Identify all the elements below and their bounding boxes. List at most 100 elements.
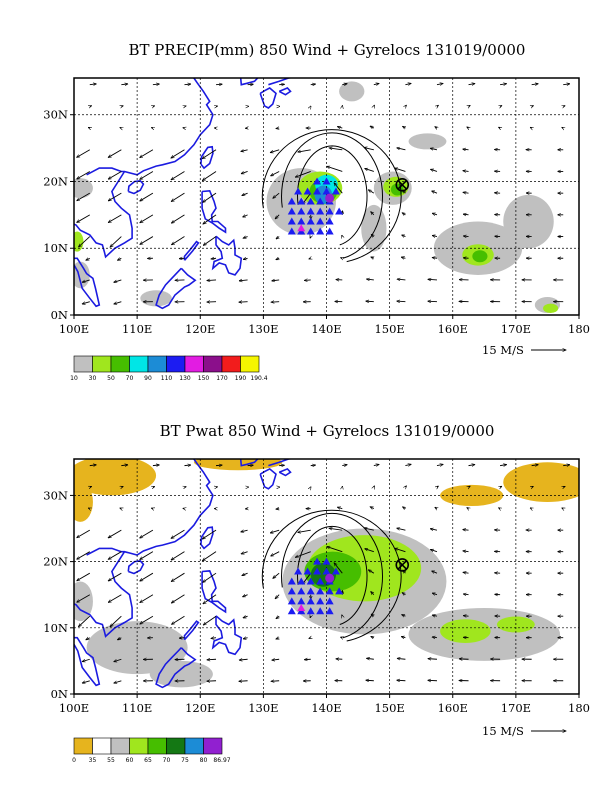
wind-vector [203,236,217,246]
gyre-triangle-marker [294,187,303,195]
wind-vector [374,105,375,106]
wind-vector [171,529,185,538]
coastline-segment [86,78,214,176]
coastline-segment [155,647,197,689]
panel-title-precip: BT PRECIP(mm) 850 Wind + Gyrelocs 131019… [129,41,526,59]
wind-vector [329,148,343,151]
wind-vector [500,106,502,107]
x-tick-label: 140E [311,701,341,715]
storm-center-cross [397,180,407,190]
wind-vector [140,214,154,223]
field-shade [503,462,579,503]
wind-vector [275,594,280,599]
wind-vector [239,280,248,281]
wind-vector [327,547,343,553]
coastline-segment [239,459,259,467]
wind-vector [77,149,91,158]
wind-vector [110,615,122,627]
wind-vector [77,551,91,560]
wind-vector [366,301,374,302]
reference-vector-label: 15 M/S [482,724,524,738]
wind-vector [402,213,405,215]
field-shade [149,660,213,688]
colorbar-label: 10 [70,375,78,382]
wind-vector [243,258,248,259]
wind-vector [140,149,154,158]
wind-vector [203,572,217,582]
wind-vector [370,126,375,128]
wind-vector [79,236,91,247]
coastline [74,78,295,310]
storm-center-marker [395,178,410,192]
gyre-triangle-marker [306,587,315,595]
colorbar-swatch [147,737,167,755]
gyre-markers [287,177,410,235]
colorbar-label: 65 [144,757,152,764]
wind-vector [562,127,563,128]
wind-vector [532,486,534,487]
coastline-segment [127,179,145,195]
panel-title-pwat: BT Pwat 850 Wind + Gyrelocs 131019/0000 [160,422,495,440]
wind-vector [532,106,534,107]
wind-vector [397,658,406,659]
reference-vector: 15 M/S [482,343,566,357]
panel-pwat: BT Pwat 850 Wind + Gyrelocs 131019/0000 … [43,422,590,764]
gyre-triangle-marker [331,567,340,575]
gyre-center-dot [325,193,335,203]
wind-vector [241,150,248,152]
wind-vector [242,572,248,575]
wind-vector [202,551,217,561]
wind-vector [337,507,343,508]
colorbar-label: 170 [216,375,228,382]
field-shade [440,619,491,644]
wind-vector [171,594,185,603]
wind-vector [371,212,375,216]
gyre-triangle-marker [287,587,296,595]
wind-vector [531,84,539,85]
circulation-streamlines [261,509,402,642]
coastline-segment [259,467,277,490]
wind-vector [463,572,469,573]
gyre-triangle-marker [325,207,334,215]
colorbar-label: 90 [144,375,152,382]
wind-vector [310,616,311,618]
wind-vector [500,84,506,85]
coastline-segment [74,257,101,308]
gyre-triangle-marker [325,607,334,615]
wind-vector [432,235,438,236]
wind-vector [463,530,469,531]
wind-vector [436,83,443,84]
wind-vector [373,83,379,84]
wind-vector [402,235,406,237]
colorbar-label: 55 [107,757,115,764]
wind-vector [114,658,122,661]
colorbar-swatch [92,355,112,373]
gyre-triangle-marker [322,177,331,185]
gyre-triangle-marker [313,187,322,195]
field-shade [503,194,554,249]
wind-vector [86,258,90,260]
x-tick-label: 120E [185,701,215,715]
wind-vector [140,171,154,179]
x-tick-label: 170E [501,322,531,336]
wind-vector [563,465,570,466]
wind-vector [275,214,280,219]
wind-vector [108,149,122,158]
wind-vector [171,214,185,223]
gyre-triangle-marker [287,207,296,215]
wind-vector [368,570,375,574]
colorbar-label: 50 [107,375,115,382]
wind-vector [239,681,248,682]
wind-vector [371,592,375,596]
coastline-segment [74,171,133,259]
wind-vector [397,528,406,531]
wind-vector [402,593,405,595]
wind-vector [108,572,122,581]
colorbar-swatch [73,737,93,755]
y-tick-label: 30N [43,488,68,502]
panel-precip: BT PRECIP(mm) 850 Wind + Gyrelocs 131019… [43,41,590,382]
gyre-triangle-marker [306,207,315,215]
gyre-triangle-marker [316,207,325,215]
wind-vector [530,127,531,128]
wind-vector [469,486,471,487]
